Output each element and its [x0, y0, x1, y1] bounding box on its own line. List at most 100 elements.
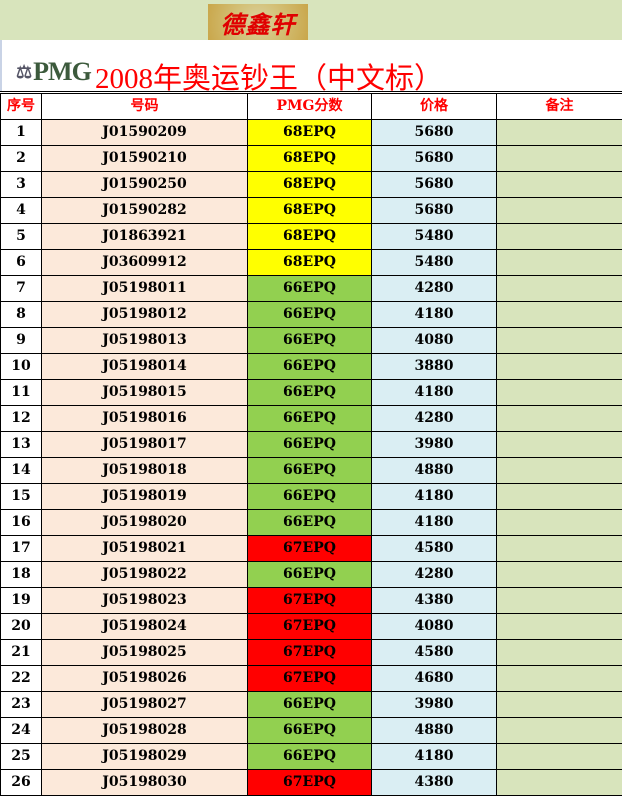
- cell-price[interactable]: 4580: [371, 639, 497, 666]
- cell-code[interactable]: J05198026: [41, 665, 248, 692]
- cell-grade[interactable]: 66EPQ: [247, 405, 372, 432]
- cell-code[interactable]: J05198029: [41, 743, 248, 770]
- header-price[interactable]: 价格: [371, 92, 497, 120]
- cell-price[interactable]: 4280: [371, 275, 497, 302]
- cell-code[interactable]: J05198013: [41, 327, 248, 354]
- cell-grade[interactable]: 68EPQ: [247, 145, 372, 172]
- cell-no[interactable]: 25: [0, 743, 42, 770]
- cell-price[interactable]: 4280: [371, 405, 497, 432]
- cell-grade[interactable]: 66EPQ: [247, 431, 372, 458]
- cell-code[interactable]: J05198021: [41, 535, 248, 562]
- cell-note[interactable]: [496, 561, 622, 588]
- cell-grade[interactable]: 66EPQ: [247, 717, 372, 744]
- cell-code[interactable]: J05198016: [41, 405, 248, 432]
- cell-code[interactable]: J05198014: [41, 353, 248, 380]
- cell-grade[interactable]: 66EPQ: [247, 379, 372, 406]
- cell-price[interactable]: 5680: [371, 197, 497, 224]
- cell-note[interactable]: [496, 145, 622, 172]
- cell-code[interactable]: J05198025: [41, 639, 248, 666]
- cell-code[interactable]: J05198020: [41, 509, 248, 536]
- cell-price[interactable]: 4180: [371, 379, 497, 406]
- cell-note[interactable]: [496, 639, 622, 666]
- cell-code[interactable]: J05198017: [41, 431, 248, 458]
- cell-price[interactable]: 5680: [371, 119, 497, 146]
- cell-note[interactable]: [496, 171, 622, 198]
- cell-no[interactable]: 16: [0, 509, 42, 536]
- cell-price[interactable]: 4380: [371, 587, 497, 614]
- cell-grade[interactable]: 67EPQ: [247, 769, 372, 796]
- cell-note[interactable]: [496, 275, 622, 302]
- cell-price[interactable]: 4880: [371, 717, 497, 744]
- cell-note[interactable]: [496, 665, 622, 692]
- cell-price[interactable]: 4180: [371, 743, 497, 770]
- cell-price[interactable]: 5680: [371, 145, 497, 172]
- cell-price[interactable]: 4680: [371, 665, 497, 692]
- cell-note[interactable]: [496, 405, 622, 432]
- cell-note[interactable]: [496, 457, 622, 484]
- cell-note[interactable]: [496, 691, 622, 718]
- cell-note[interactable]: [496, 119, 622, 146]
- cell-code[interactable]: J05198022: [41, 561, 248, 588]
- cell-code[interactable]: J05198027: [41, 691, 248, 718]
- cell-no[interactable]: 7: [0, 275, 42, 302]
- cell-price[interactable]: 3880: [371, 353, 497, 380]
- cell-no[interactable]: 11: [0, 379, 42, 406]
- cell-code[interactable]: J05198015: [41, 379, 248, 406]
- cell-price[interactable]: 5480: [371, 249, 497, 276]
- cell-price[interactable]: 3980: [371, 431, 497, 458]
- cell-no[interactable]: 15: [0, 483, 42, 510]
- cell-note[interactable]: [496, 535, 622, 562]
- cell-code[interactable]: J05198011: [41, 275, 248, 302]
- cell-no[interactable]: 6: [0, 249, 42, 276]
- cell-note[interactable]: [496, 223, 622, 250]
- cell-price[interactable]: 4580: [371, 535, 497, 562]
- cell-no[interactable]: 26: [0, 769, 42, 796]
- cell-code[interactable]: J05198028: [41, 717, 248, 744]
- cell-grade[interactable]: 68EPQ: [247, 171, 372, 198]
- cell-note[interactable]: [496, 249, 622, 276]
- cell-price[interactable]: 4080: [371, 613, 497, 640]
- cell-code[interactable]: J05198023: [41, 587, 248, 614]
- cell-no[interactable]: 18: [0, 561, 42, 588]
- cell-no[interactable]: 17: [0, 535, 42, 562]
- cell-note[interactable]: [496, 769, 622, 796]
- cell-no[interactable]: 5: [0, 223, 42, 250]
- cell-price[interactable]: 5680: [371, 171, 497, 198]
- cell-no[interactable]: 9: [0, 327, 42, 354]
- cell-code[interactable]: J01590282: [41, 197, 248, 224]
- cell-note[interactable]: [496, 587, 622, 614]
- cell-code[interactable]: J05198030: [41, 769, 248, 796]
- cell-price[interactable]: 3980: [371, 691, 497, 718]
- cell-no[interactable]: 4: [0, 197, 42, 224]
- cell-note[interactable]: [496, 717, 622, 744]
- cell-note[interactable]: [496, 613, 622, 640]
- cell-grade[interactable]: 68EPQ: [247, 223, 372, 250]
- cell-grade[interactable]: 68EPQ: [247, 197, 372, 224]
- cell-no[interactable]: 8: [0, 301, 42, 328]
- cell-no[interactable]: 2: [0, 145, 42, 172]
- cell-code[interactable]: J01590209: [41, 119, 248, 146]
- cell-no[interactable]: 13: [0, 431, 42, 458]
- cell-grade[interactable]: 66EPQ: [247, 509, 372, 536]
- cell-no[interactable]: 23: [0, 691, 42, 718]
- header-no[interactable]: 序号: [0, 92, 42, 120]
- cell-no[interactable]: 24: [0, 717, 42, 744]
- cell-grade[interactable]: 66EPQ: [247, 275, 372, 302]
- cell-price[interactable]: 4280: [371, 561, 497, 588]
- cell-no[interactable]: 12: [0, 405, 42, 432]
- cell-code[interactable]: J05198019: [41, 483, 248, 510]
- cell-no[interactable]: 21: [0, 639, 42, 666]
- cell-grade[interactable]: 67EPQ: [247, 535, 372, 562]
- cell-price[interactable]: 5480: [371, 223, 497, 250]
- cell-grade[interactable]: 66EPQ: [247, 327, 372, 354]
- cell-code[interactable]: J05198024: [41, 613, 248, 640]
- cell-note[interactable]: [496, 379, 622, 406]
- cell-price[interactable]: 4180: [371, 509, 497, 536]
- cell-grade[interactable]: 68EPQ: [247, 119, 372, 146]
- cell-code[interactable]: J01590210: [41, 145, 248, 172]
- cell-grade[interactable]: 67EPQ: [247, 639, 372, 666]
- cell-price[interactable]: 4180: [371, 301, 497, 328]
- cell-code[interactable]: J01863921: [41, 223, 248, 250]
- cell-no[interactable]: 19: [0, 587, 42, 614]
- cell-note[interactable]: [496, 327, 622, 354]
